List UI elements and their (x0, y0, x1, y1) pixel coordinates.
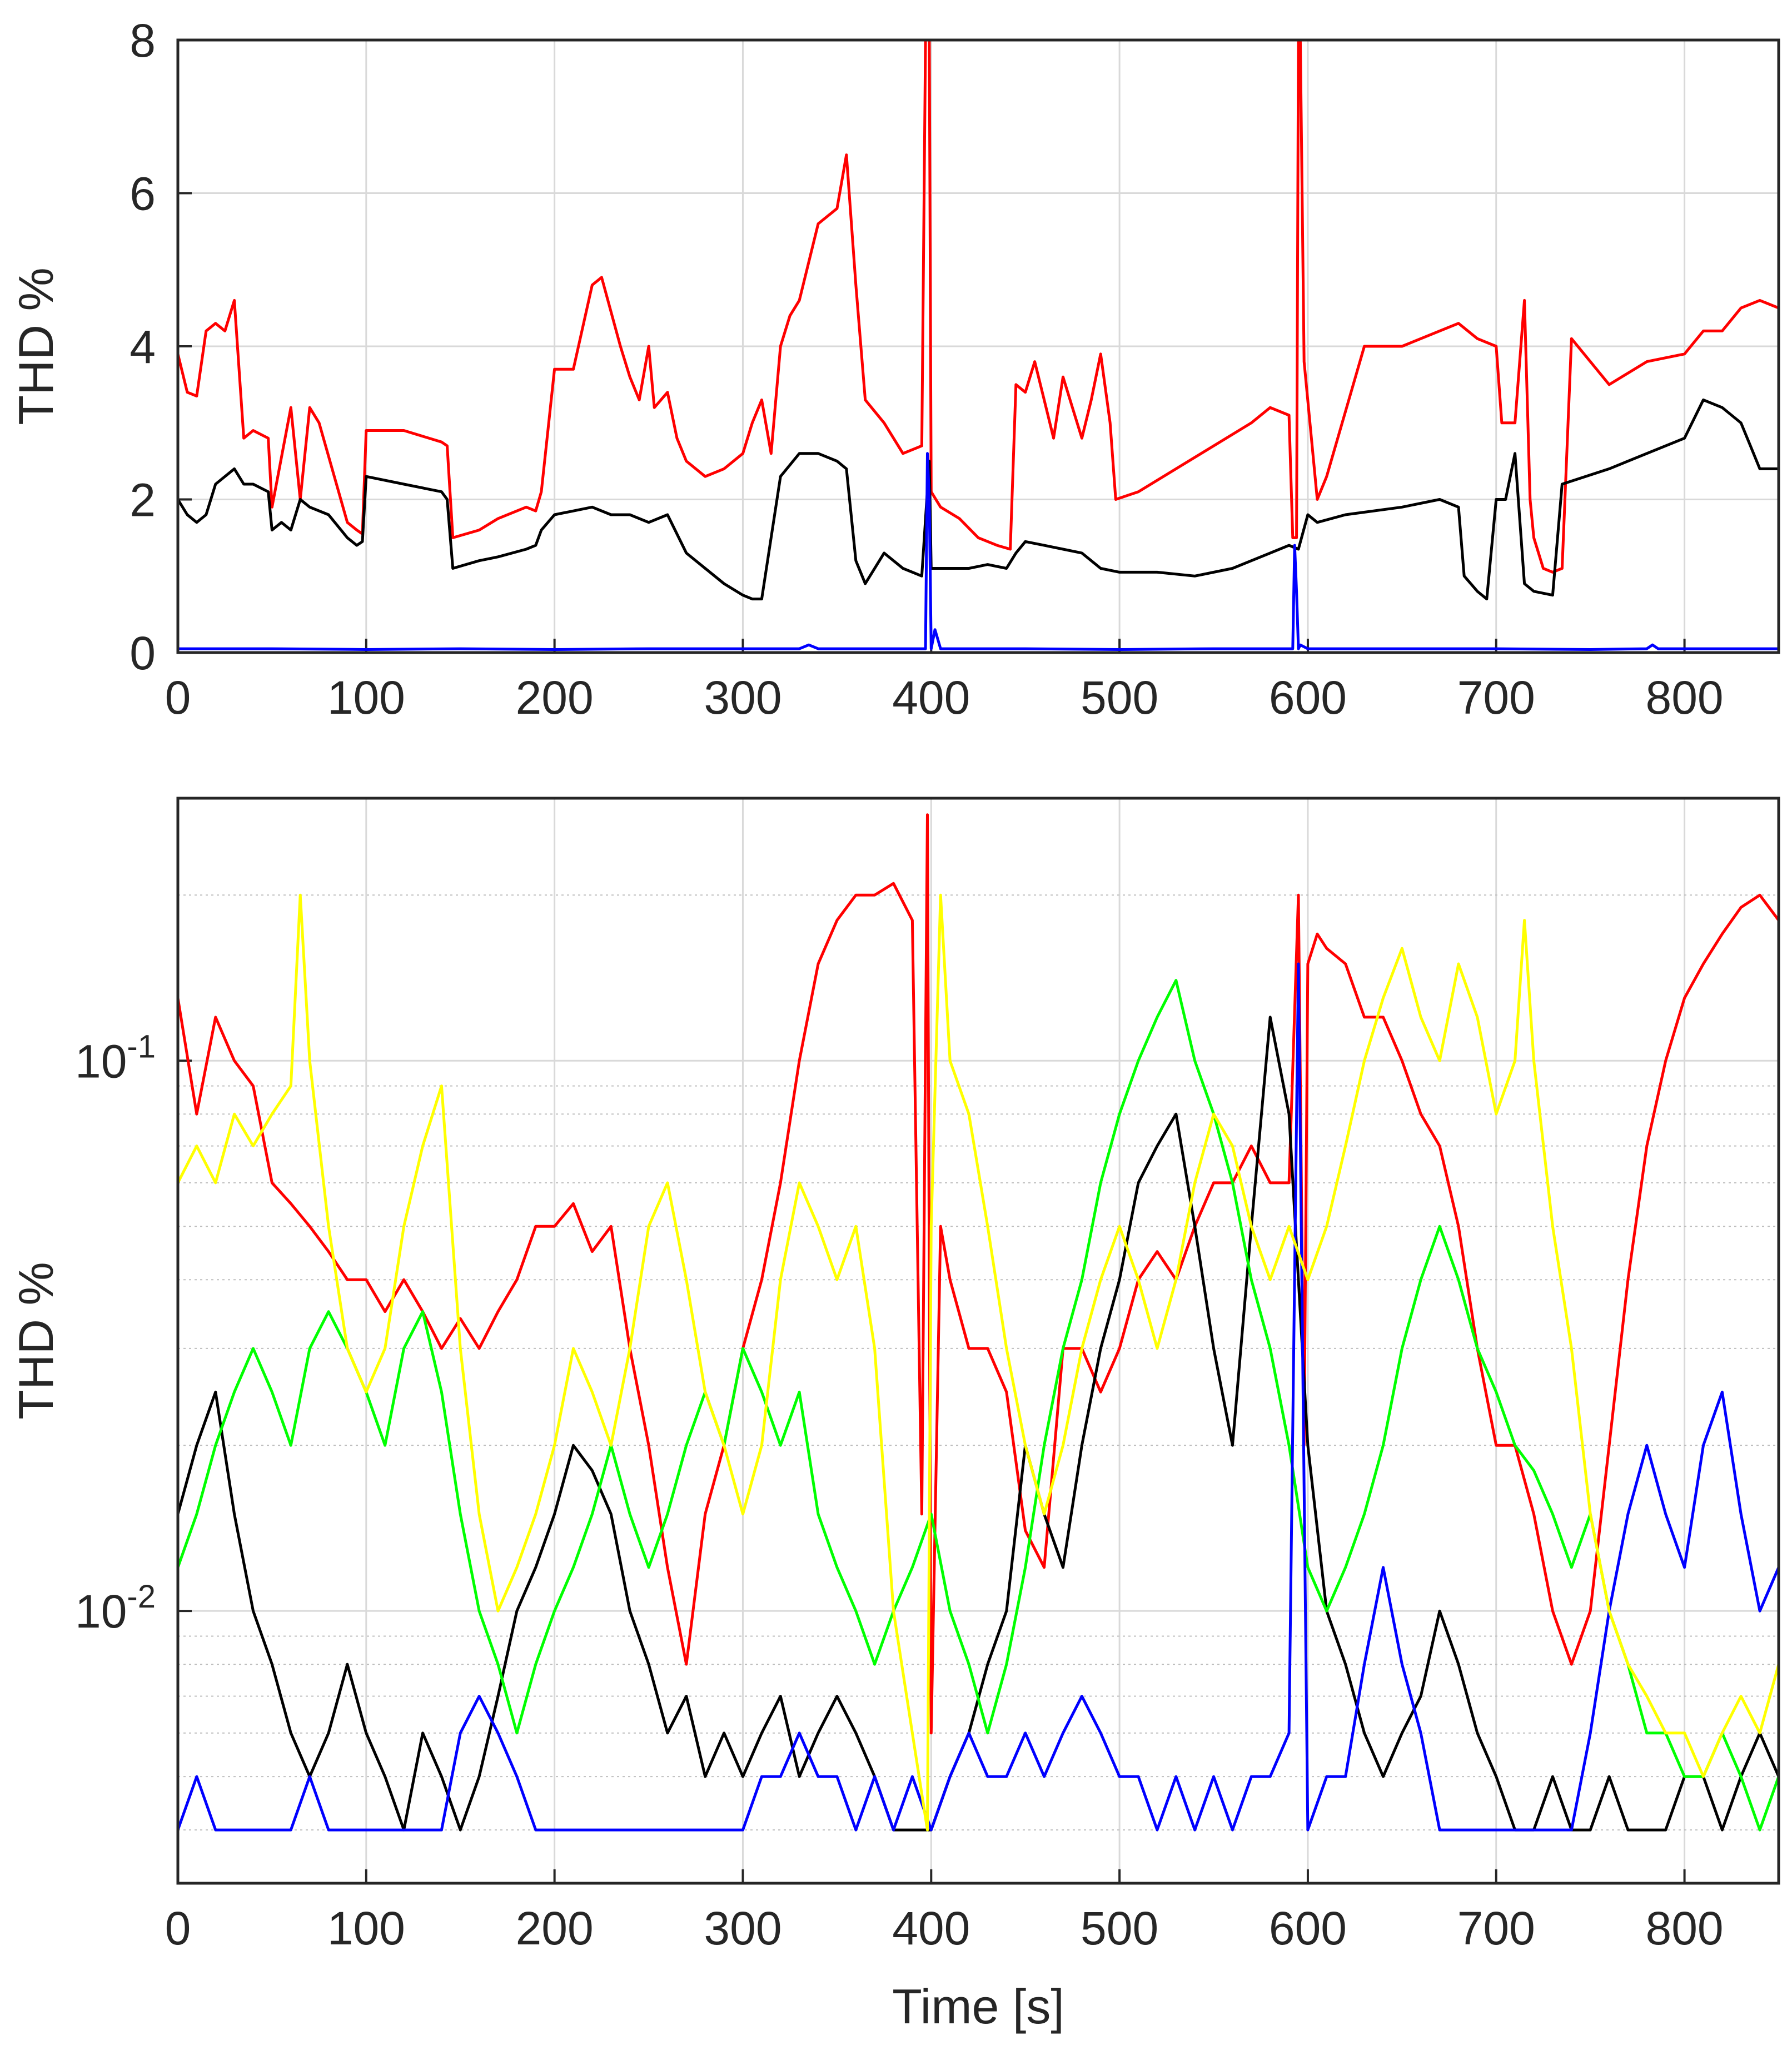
series-line-black (178, 398, 1779, 601)
y-tick-label: 0 (130, 627, 156, 679)
x-tick-label: 500 (1081, 1902, 1158, 1954)
y-tick-label: 4 (130, 321, 156, 373)
bottom-x-tick-labels: 0 100 200 300 400 500 600 700 800 (165, 1902, 1724, 1954)
x-tick-label: 100 (327, 671, 405, 724)
y-tick-label: 10-1 (75, 1028, 156, 1087)
x-tick-label: 100 (327, 1902, 405, 1954)
top-y-axis-label: THD % (8, 267, 63, 425)
bottom-y-axis-label: THD % (8, 1262, 63, 1420)
y-tick-label: 10-2 (75, 1579, 156, 1638)
top-panel: 0 100 200 300 400 500 600 700 800 0 2 4 6 8 THD % (8, 14, 1780, 724)
bottom-y-tick-labels: 10-1 10-2 (75, 1028, 156, 1638)
x-tick-label: 600 (1269, 1902, 1347, 1954)
bottom-series (178, 813, 1779, 1832)
top-axes-frame (176, 38, 1780, 654)
x-tick-label: 800 (1646, 671, 1724, 724)
series-line-blue (178, 452, 1779, 651)
x-tick-label: 700 (1457, 671, 1535, 724)
series-line-red (178, 40, 1779, 574)
x-tick-label: 300 (704, 1902, 781, 1954)
y-tick-label: 8 (130, 14, 156, 67)
top-y-tick-labels: 0 2 4 6 8 (130, 14, 156, 679)
x-tick-label: 400 (892, 1902, 970, 1954)
series-line-blue (178, 962, 1779, 1832)
series-line-red (178, 813, 1779, 1735)
bottom-x-axis-label: Time [s] (892, 1979, 1064, 2034)
bottom-axes-frame (176, 797, 1780, 1885)
series-line-green (178, 979, 1779, 1832)
bottom-panel: 0 100 200 300 400 500 600 700 800 10-1 10-2 THD %… (8, 797, 1780, 2034)
x-tick-label: 500 (1081, 671, 1158, 724)
x-tick-label: 0 (165, 671, 191, 724)
x-tick-label: 200 (516, 1902, 594, 1954)
top-series (178, 40, 1779, 651)
x-tick-label: 200 (516, 671, 594, 724)
x-tick-label: 0 (165, 1902, 191, 1954)
x-tick-label: 300 (704, 671, 781, 724)
y-tick-label: 2 (130, 474, 156, 526)
series-line-yellow (178, 893, 1779, 1832)
top-x-tick-labels: 0 100 200 300 400 500 600 700 800 (165, 671, 1724, 724)
x-tick-label: 600 (1269, 671, 1347, 724)
x-tick-label: 800 (1646, 1902, 1724, 1954)
x-tick-label: 400 (892, 671, 970, 724)
bottom-grid (177, 798, 1779, 1883)
y-tick-label: 6 (130, 168, 156, 220)
x-tick-label: 700 (1457, 1902, 1535, 1954)
